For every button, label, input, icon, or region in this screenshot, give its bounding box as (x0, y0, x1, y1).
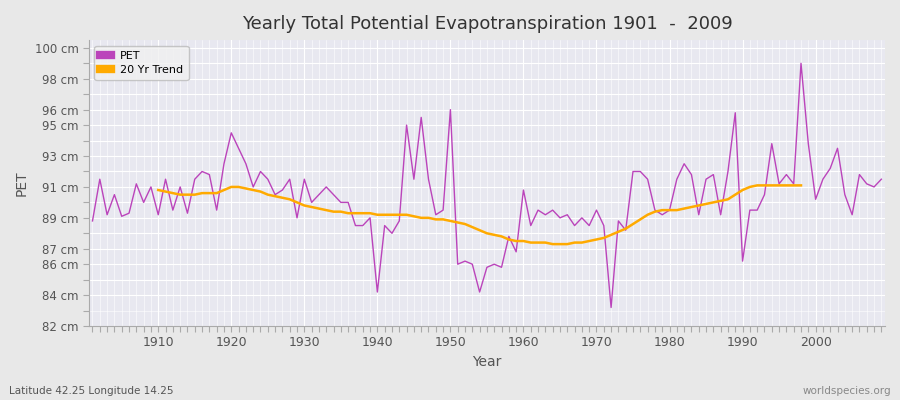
PET (350, 223, 361, 228)
20 Yr Trend (284, 197, 295, 202)
20 Yr Trend (401, 212, 412, 217)
20 Yr Trend (796, 183, 806, 188)
20 Yr Trend (153, 188, 164, 192)
PET (87, 218, 98, 223)
Line: 20 Yr Trend: 20 Yr Trend (158, 185, 801, 244)
PET (876, 177, 886, 182)
PET (606, 305, 616, 310)
Title: Yearly Total Potential Evapotranspiration 1901  -  2009: Yearly Total Potential Evapotranspiratio… (241, 15, 733, 33)
PET (613, 218, 624, 223)
Legend: PET, 20 Yr Trend: PET, 20 Yr Trend (94, 46, 189, 80)
PET (796, 61, 806, 66)
PET (510, 250, 521, 254)
PET (518, 188, 529, 192)
20 Yr Trend (219, 188, 230, 192)
PET (146, 184, 157, 189)
Text: Latitude 42.25 Longitude 14.25: Latitude 42.25 Longitude 14.25 (9, 386, 174, 396)
20 Yr Trend (482, 231, 492, 236)
20 Yr Trend (752, 183, 762, 188)
Line: PET: PET (93, 63, 881, 308)
20 Yr Trend (730, 192, 741, 197)
20 Yr Trend (233, 184, 244, 189)
PET (306, 200, 317, 205)
20 Yr Trend (547, 242, 558, 246)
Y-axis label: PET: PET (15, 170, 29, 196)
X-axis label: Year: Year (472, 355, 501, 369)
Text: worldspecies.org: worldspecies.org (803, 386, 891, 396)
